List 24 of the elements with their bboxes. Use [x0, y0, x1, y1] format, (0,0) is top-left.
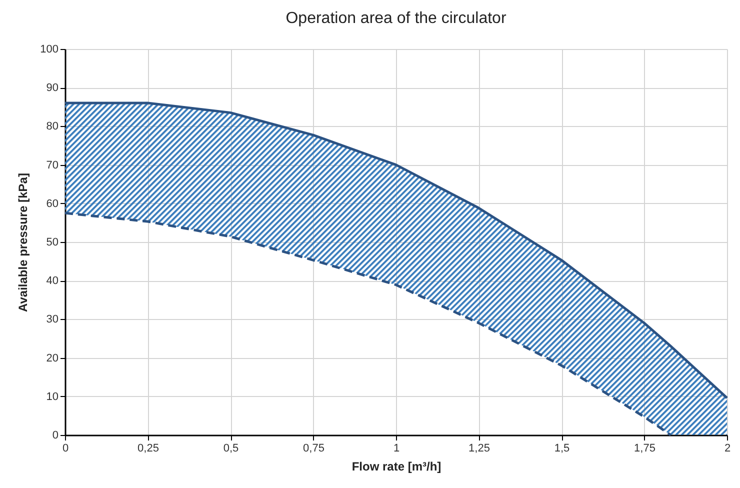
x-tick-label: 1,5	[554, 442, 570, 454]
y-tick-label: 0	[52, 430, 58, 442]
x-tick-label: 1,75	[634, 442, 656, 454]
x-tick-label: 0	[62, 442, 69, 454]
x-tick-label: 0,25	[138, 442, 159, 454]
y-tick-label: 50	[46, 236, 58, 248]
y-axis-title: Available pressure [kPa]	[16, 173, 30, 312]
y-tick-label: 10	[46, 390, 58, 403]
y-tick-label: 80	[46, 120, 58, 133]
x-tick-label: 1	[393, 442, 400, 454]
y-tick-label: 30	[46, 314, 58, 326]
y-tick-label: 70	[46, 159, 58, 172]
x-tick-label: 2	[724, 442, 731, 454]
y-tick-label: 100	[40, 44, 58, 56]
x-tick-label: 0,5	[223, 442, 239, 454]
line-series	[64, 212, 672, 436]
y-tick-label: 20	[46, 352, 58, 364]
x-tick-label: 0,75	[303, 442, 324, 454]
y-tick-label: 60	[46, 198, 58, 210]
y-tick-label: 40	[46, 275, 58, 288]
y-tick-label: 90	[46, 82, 58, 94]
x-axis-title: Flow rate [m³/h]	[352, 460, 442, 474]
chart-title: Operation area of the circulator	[286, 10, 507, 27]
x-tick-label: 1,25	[468, 442, 490, 454]
